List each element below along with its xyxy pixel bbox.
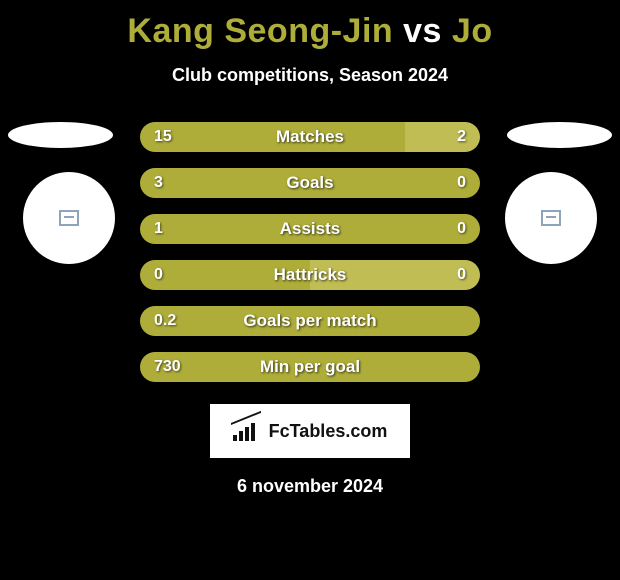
player1-team-badge-shadow xyxy=(8,122,113,148)
branding-text: FcTables.com xyxy=(269,421,388,442)
stat-bar-left-segment: 0 xyxy=(140,260,310,290)
player1-name: Kang Seong-Jin xyxy=(127,12,393,50)
vs-separator: vs xyxy=(403,12,442,50)
stat-right-value: 0 xyxy=(457,266,466,284)
stat-bar-right-segment xyxy=(466,352,480,382)
stat-bar: 30Goals xyxy=(140,168,480,198)
stat-left-value: 0 xyxy=(154,266,163,284)
stat-left-value: 15 xyxy=(154,128,172,146)
stat-right-value: 2 xyxy=(457,128,466,146)
stat-left-value: 0.2 xyxy=(154,312,176,330)
stat-left-value: 730 xyxy=(154,358,181,376)
stat-bar-left-segment: 0.2 xyxy=(140,306,466,336)
stat-bar: 10Assists xyxy=(140,214,480,244)
stats-area: 152Matches30Goals10Assists00Hattricks0.2… xyxy=(0,122,620,382)
stat-bar-left-segment: 15 xyxy=(140,122,405,152)
stat-bar-right-segment: 0 xyxy=(466,214,480,244)
stat-right-value: 0 xyxy=(457,220,466,238)
stat-bar: 00Hattricks xyxy=(140,260,480,290)
placeholder-icon xyxy=(541,210,561,226)
stat-bar-right-segment: 0 xyxy=(466,168,480,198)
subtitle: Club competitions, Season 2024 xyxy=(0,65,620,86)
stat-bar: 0.2Goals per match xyxy=(140,306,480,336)
player2-name: Jo xyxy=(452,12,493,50)
stat-bar-left-segment: 3 xyxy=(140,168,466,198)
stat-bar: 730Min per goal xyxy=(140,352,480,382)
stat-left-value: 1 xyxy=(154,220,163,238)
stat-bars: 152Matches30Goals10Assists00Hattricks0.2… xyxy=(140,122,480,382)
stat-bar-left-segment: 730 xyxy=(140,352,466,382)
stat-bar-right-segment: 2 xyxy=(405,122,480,152)
branding-badge: FcTables.com xyxy=(210,404,410,458)
stat-bar-left-segment: 1 xyxy=(140,214,466,244)
snapshot-date: 6 november 2024 xyxy=(0,476,620,497)
stat-bar: 152Matches xyxy=(140,122,480,152)
comparison-title: Kang Seong-Jin vs Jo xyxy=(0,0,620,51)
stat-bar-right-segment: 0 xyxy=(310,260,480,290)
stat-left-value: 3 xyxy=(154,174,163,192)
player2-avatar-placeholder xyxy=(505,172,597,264)
placeholder-icon xyxy=(59,210,79,226)
stat-bar-right-segment xyxy=(466,306,480,336)
fctables-logo-icon xyxy=(233,421,261,441)
stat-right-value: 0 xyxy=(457,174,466,192)
player1-avatar-placeholder xyxy=(23,172,115,264)
player2-team-badge-shadow xyxy=(507,122,612,148)
